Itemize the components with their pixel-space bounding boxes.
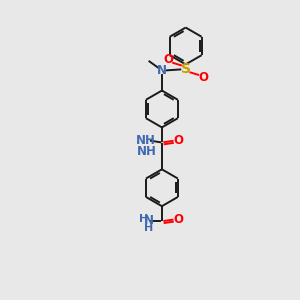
Text: H: H	[140, 214, 149, 224]
Text: NH: NH	[136, 134, 155, 147]
Text: H: H	[144, 223, 153, 232]
Text: S: S	[181, 62, 191, 76]
Text: O: O	[173, 213, 183, 226]
Text: O: O	[164, 53, 173, 66]
Text: N: N	[143, 214, 154, 227]
Text: O: O	[198, 71, 208, 84]
Text: N: N	[157, 64, 167, 77]
Text: O: O	[173, 134, 183, 147]
Text: NH: NH	[137, 145, 157, 158]
